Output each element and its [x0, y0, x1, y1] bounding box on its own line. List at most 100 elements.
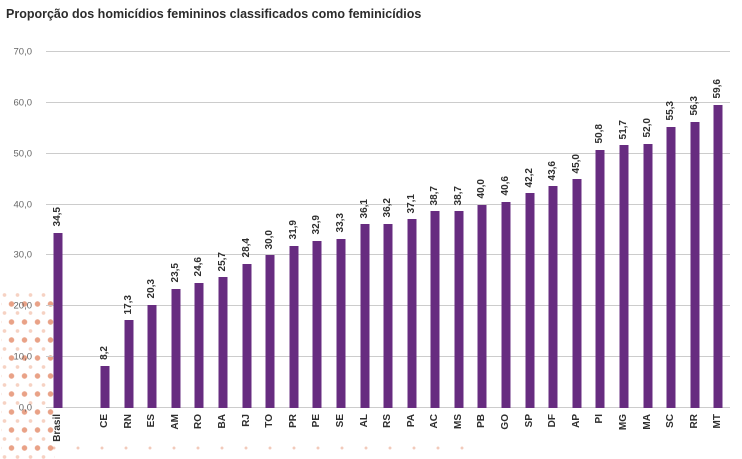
plot-area: 34,5 Brasil 8,2 CE 17,3 RN 20,3 ES 23,5 AM 24,6 RO 2…: [46, 51, 731, 442]
y-axis-tick-label: 0,0: [18, 402, 32, 414]
bar: [242, 263, 252, 408]
bar-value-label: 20,3: [146, 279, 158, 299]
bar-slot: 17,3 RN: [117, 52, 141, 429]
bar-slot: 20,3 ES: [140, 52, 164, 427]
x-axis-label: MT: [712, 414, 724, 429]
gridline: [46, 203, 730, 205]
x-axis-label: Brasil: [51, 414, 63, 442]
bar-value-label: 34,5: [51, 207, 63, 227]
bar: [360, 224, 370, 408]
bar-value-label: 23,5: [169, 263, 181, 283]
y-axis-tick-label: 60,0: [13, 97, 33, 109]
bar-value-label: 38,7: [429, 185, 441, 206]
bar-value-label: 52,0: [641, 118, 653, 138]
bar-value-label: 24,6: [193, 257, 205, 277]
bars: 34,5 Brasil 8,2 CE 17,3 RN 20,3 ES 23,5 AM 24,6 RO 2…: [46, 52, 731, 442]
bar: [454, 211, 464, 408]
bar-slot: 50,8 PI: [589, 52, 613, 423]
x-axis-label: RR: [688, 414, 700, 429]
bar-slot: 52,0 MA: [636, 52, 660, 429]
bar-value-label: 40,0: [476, 179, 488, 199]
bar-slot: 55,3 SC: [659, 52, 683, 428]
y-axis-tick-label: 40,0: [13, 199, 33, 211]
x-axis-label: TO: [264, 414, 276, 428]
bar: [525, 193, 535, 408]
bar-slot: 43,6 DF: [541, 52, 565, 428]
decorative-dots-strip: [42, 442, 472, 454]
x-axis-label: MG: [618, 414, 630, 431]
x-axis-label: RJ: [240, 414, 252, 427]
bar-slot: 56,3 RR: [683, 52, 707, 428]
bar: [430, 211, 440, 408]
x-axis-label: AL: [358, 414, 370, 428]
bar: [336, 238, 346, 408]
bar-value-label: 38,7: [452, 185, 464, 206]
y-axis-tick-label: 20,0: [13, 300, 33, 312]
bar-value-label: 51,7: [618, 119, 630, 140]
bar-slot: 45,0 AP: [565, 52, 589, 428]
bar-value-label: 31,9: [287, 220, 299, 240]
gridline: [46, 101, 730, 103]
bar-slot: 34,5 Brasil: [46, 52, 70, 442]
bar: [53, 232, 63, 408]
bar: [619, 145, 629, 408]
bar-slot: 36,1 AL: [353, 52, 377, 427]
bar-value-label: 30,0: [264, 229, 276, 250]
bar-slot: 24,6 RO: [188, 52, 212, 429]
bar: [100, 366, 110, 408]
bar-value-label: 28,4: [240, 238, 252, 258]
bar: [548, 186, 558, 408]
bar: [124, 320, 134, 408]
bar-slot: 32,9 PE: [306, 52, 330, 427]
bar-value-label: 42,2: [523, 167, 535, 188]
bar-value-label: 36,1: [358, 198, 370, 219]
bar: [690, 121, 700, 408]
bar: [666, 126, 676, 408]
bar-slot: 59,6 MT: [707, 52, 731, 428]
x-axis-label: AP: [570, 414, 582, 428]
y-axis-tick-label: 30,0: [13, 249, 33, 261]
x-axis-label: PR: [287, 414, 299, 428]
y-axis-tick-label: 70,0: [13, 46, 33, 58]
bar-value-label: 56,3: [688, 96, 700, 116]
bar: [194, 282, 204, 408]
bar-slot: 36,2 RS: [376, 52, 400, 427]
bar-value-label: 17,3: [122, 294, 134, 315]
x-axis-label: RO: [193, 414, 205, 429]
bar-slot: 40,0 PB: [471, 52, 495, 428]
x-axis-label: SE: [334, 414, 346, 428]
bar: [643, 143, 653, 408]
bar-value-label: 37,1: [405, 193, 417, 214]
x-axis-label: ES: [146, 414, 158, 428]
bar-value-label: 32,9: [311, 215, 323, 235]
bar-slot: 38,7 AC: [424, 52, 448, 429]
bar: [477, 204, 487, 408]
x-axis-label: DF: [547, 414, 559, 428]
y-axis-tick-label: 10,0: [13, 351, 33, 363]
bar-value-label: 43,6: [547, 160, 559, 181]
bar-value-label: 50,8: [594, 124, 606, 144]
bar-slot: 31,9 PR: [282, 52, 306, 428]
x-axis-label: PA: [405, 414, 417, 428]
bar-slot: 23,5 AM: [164, 52, 188, 430]
x-axis-label: CE: [98, 414, 110, 428]
x-axis-label: PI: [594, 414, 606, 424]
bar: [383, 223, 393, 408]
bar-slot-spacer: [70, 52, 94, 408]
bar-slot: 51,7 MG: [612, 52, 636, 431]
bar: [407, 219, 417, 408]
bar-value-label: 40,6: [500, 176, 512, 196]
gridline: [46, 152, 730, 154]
bar: [312, 240, 322, 408]
bar-value-label: 25,7: [216, 251, 228, 272]
bar-slot: 42,2 SP: [518, 52, 542, 427]
x-axis-label: BA: [216, 414, 228, 429]
bar-value-label: 8,2: [98, 346, 110, 361]
bar-slot: 38,7 MS: [447, 52, 471, 429]
bar-slot: 30,0 TO: [258, 52, 282, 428]
x-axis-label: RN: [122, 414, 134, 429]
decorative-dots-corner: [1, 289, 55, 459]
chart-title: Proporção dos homicídios femininos class…: [6, 7, 422, 21]
bar: [218, 277, 228, 408]
